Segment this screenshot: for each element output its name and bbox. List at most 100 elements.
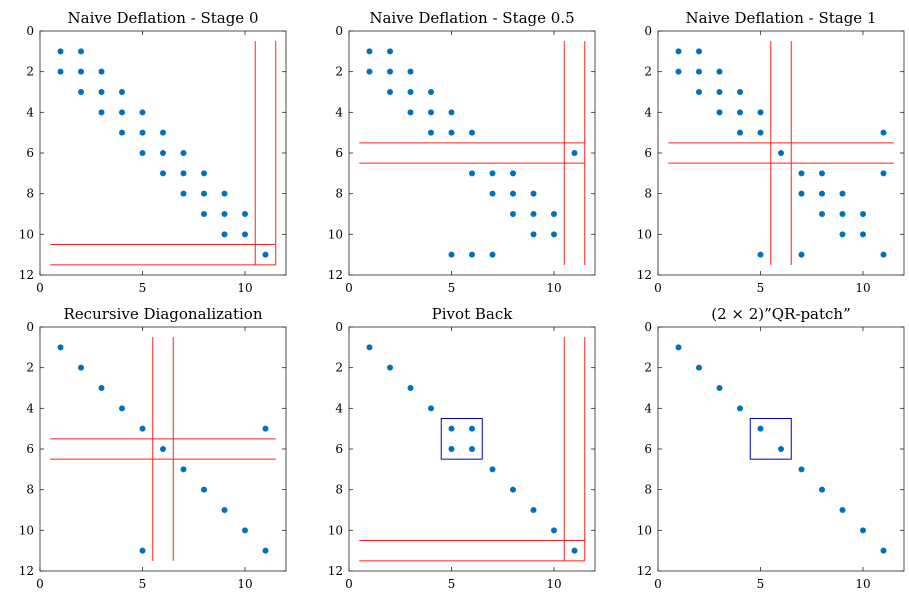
nonzero-entry-point — [139, 425, 146, 432]
y-tick-label: 0 — [644, 320, 652, 334]
nonzero-entry-point — [880, 129, 887, 136]
x-tick-label: 0 — [345, 281, 353, 295]
nonzero-entry-point — [757, 109, 764, 116]
nonzero-entry-point — [448, 446, 455, 452]
y-tick-label: 6 — [644, 442, 652, 456]
x-tick-label: 5 — [139, 281, 147, 295]
nonzero-entry-point — [716, 68, 723, 75]
x-tick-label: 5 — [448, 281, 456, 295]
y-tick-label: 10 — [637, 523, 652, 537]
nonzero-entry-point — [530, 190, 537, 197]
subplot-5: Pivot Back 0 5 10 0 2 4 6 8 10 12 — [328, 305, 596, 591]
nonzero-entry-point — [180, 170, 187, 177]
subplot-3: Naive Deflation - Stage 1 0 5 10 0 2 4 6 8 10 12 — [637, 9, 905, 295]
x-tick-label: 0 — [654, 577, 662, 591]
y-tick-label: 8 — [335, 483, 343, 497]
nonzero-entry-point — [510, 486, 516, 493]
nonzero-entry-point — [407, 68, 414, 75]
nonzero-entry-point — [489, 170, 496, 177]
nonzero-entry-point — [119, 129, 125, 136]
nonzero-entry-point — [448, 425, 455, 432]
nonzero-entry-point — [757, 251, 764, 258]
x-tick-label: 0 — [345, 577, 353, 591]
subplot-1: Naive Deflation - Stage 0 0 5 10 0 2 4 6 8 10 12 — [19, 9, 287, 295]
y-tick-label: 4 — [26, 105, 34, 119]
x-tick-label: 10 — [855, 281, 870, 295]
nonzero-entry-point — [551, 211, 557, 217]
nonzero-entry-point — [242, 231, 248, 238]
subplot-title: Recursive Diagonalization — [64, 305, 263, 323]
y-tick-label: 6 — [26, 442, 34, 456]
nonzero-entry-point — [757, 425, 764, 432]
nonzero-entry-point — [387, 68, 393, 75]
nonzero-entry-point — [428, 109, 434, 116]
y-tick-label: 6 — [335, 442, 343, 456]
nonzero-entry-point — [819, 486, 825, 493]
nonzero-entry-point — [860, 527, 866, 534]
nonzero-entry-point — [448, 129, 455, 136]
nonzero-entry-point — [571, 547, 578, 554]
nonzero-entry-point — [716, 109, 723, 116]
x-tick-label: 10 — [546, 281, 561, 295]
nonzero-entry-point — [737, 129, 743, 136]
subplot-4: Recursive Diagonalization 0 5 10 0 2 4 6 8 10 12 — [19, 305, 287, 591]
nonzero-entry-point — [119, 405, 125, 412]
nonzero-entry-point — [448, 251, 455, 258]
nonzero-entry-point — [98, 385, 105, 391]
nonzero-entry-point — [551, 231, 557, 238]
nonzero-entry-point — [839, 190, 846, 197]
nonzero-entry-point — [675, 48, 682, 55]
nonzero-entry-point — [675, 68, 682, 75]
y-tick-label: 12 — [328, 564, 343, 578]
x-tick-label: 0 — [36, 577, 44, 591]
x-tick-label: 10 — [237, 281, 252, 295]
y-tick-label: 12 — [19, 564, 34, 578]
axes-frame — [348, 30, 596, 276]
nonzero-entry-point — [201, 170, 207, 177]
nonzero-entry-point — [737, 89, 743, 95]
y-tick-label: 0 — [644, 24, 652, 38]
nonzero-entry-point — [819, 170, 825, 177]
y-tick-label: 6 — [335, 146, 343, 160]
nonzero-entry-point — [366, 344, 373, 351]
subplot-title: (2 × 2)”QR-patch” — [711, 305, 851, 323]
nonzero-entry-point — [880, 547, 887, 554]
nonzero-entry-point — [448, 109, 455, 116]
y-tick-label: 0 — [26, 24, 34, 38]
y-tick-label: 6 — [26, 146, 34, 160]
y-tick-label: 10 — [19, 227, 34, 241]
nonzero-entry-point — [489, 466, 496, 473]
nonzero-entry-point — [469, 129, 475, 136]
y-tick-label: 2 — [335, 361, 343, 375]
nonzero-entry-point — [839, 211, 846, 217]
nonzero-entry-point — [387, 48, 393, 55]
nonzero-entry-point — [201, 211, 207, 217]
nonzero-entry-point — [98, 89, 105, 95]
nonzero-entry-point — [696, 48, 702, 55]
nonzero-entry-point — [160, 446, 166, 452]
nonzero-entry-point — [242, 527, 248, 534]
nonzero-entry-point — [778, 150, 784, 156]
nonzero-entry-point — [428, 405, 434, 412]
nonzero-entry-point — [860, 231, 866, 238]
nonzero-entry-point — [469, 425, 475, 432]
nonzero-entry-point — [160, 150, 166, 156]
nonzero-entry-point — [366, 68, 373, 75]
y-tick-label: 12 — [328, 268, 343, 282]
y-tick-label: 2 — [26, 361, 34, 375]
y-tick-label: 8 — [644, 187, 652, 201]
nonzero-entry-point — [469, 446, 475, 452]
y-tick-label: 4 — [644, 401, 652, 415]
nonzero-entry-point — [530, 211, 537, 217]
nonzero-entry-point — [139, 109, 146, 116]
y-tick-label: 8 — [335, 187, 343, 201]
x-tick-label: 10 — [237, 577, 252, 591]
nonzero-entry-point — [78, 89, 84, 95]
y-tick-label: 0 — [335, 24, 343, 38]
nonzero-entry-point — [262, 425, 269, 432]
nonzero-entry-point — [57, 68, 64, 75]
nonzero-entry-point — [860, 211, 866, 217]
nonzero-entry-point — [221, 190, 228, 197]
subplot-2: Naive Deflation - Stage 0.5 0 5 10 0 2 4 6 8 10 12 — [328, 9, 596, 295]
